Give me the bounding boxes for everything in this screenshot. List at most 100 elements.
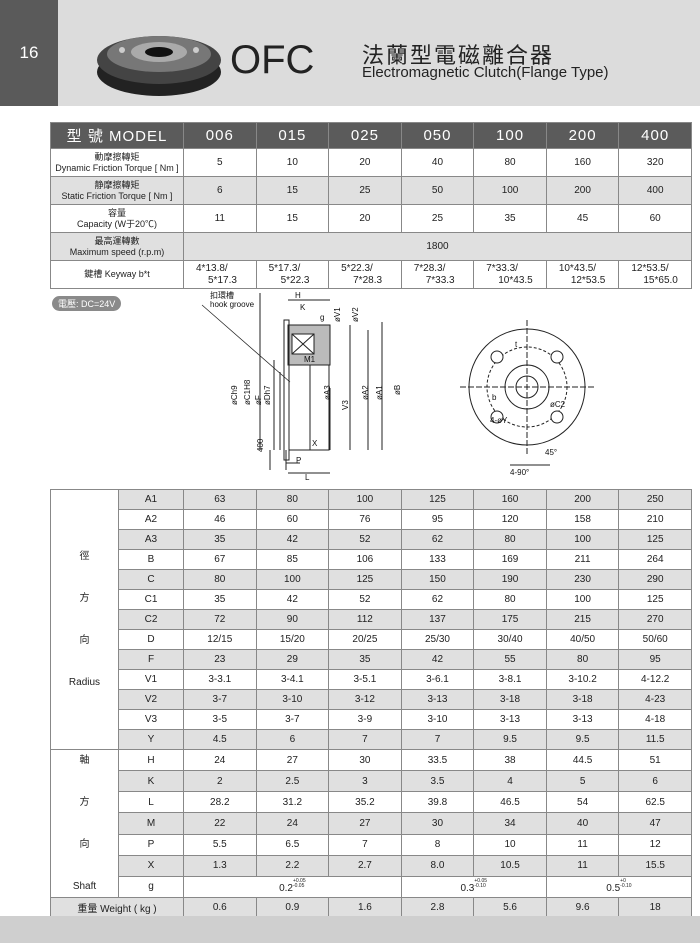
param-name: H xyxy=(118,748,184,772)
dim-value: 6.5 xyxy=(255,833,330,856)
dim-value: 11 xyxy=(545,833,620,856)
dimension-label: V3 xyxy=(341,400,350,410)
keyway-line: 7*28.3 xyxy=(353,274,383,286)
dim-value: 42 xyxy=(255,589,330,610)
tol-lower: -0.10 xyxy=(474,883,486,890)
dimension-label: 400 xyxy=(256,438,265,452)
dim-value: 80 xyxy=(473,589,547,610)
param-name: P xyxy=(118,833,184,856)
param-name: A2 xyxy=(118,509,184,530)
dim-value: 35.2 xyxy=(328,791,402,814)
dim-value: 2 xyxy=(183,770,257,793)
dim-value: 210 xyxy=(618,509,692,530)
dim-value: 12/15 xyxy=(183,629,257,650)
page-number: 16 xyxy=(0,0,58,106)
dim-value: 25/30 xyxy=(400,629,475,650)
keyway-value: 5*17.3/5*22.3 xyxy=(255,260,330,289)
dim-row: B 67 85 106 133 169 211 264 xyxy=(51,549,692,570)
dim-value: 250 xyxy=(618,489,692,510)
spec-row: 動摩擦轉矩 Dynamic Friction Torque [ Nm ] 5 10 20… xyxy=(50,148,692,177)
keyway-value: 4*13.8/5*17.3 xyxy=(183,260,257,289)
group-char: 向 xyxy=(79,635,90,646)
tol-lower: -0.10 xyxy=(620,883,632,890)
weight-value: 0.6 xyxy=(183,897,257,918)
dim-value: 133 xyxy=(400,549,475,570)
dim-value: 67 xyxy=(183,549,257,570)
dim-value: 211 xyxy=(545,549,620,570)
max-speed-value: 1800 xyxy=(183,232,692,261)
model-header: 100 xyxy=(473,122,547,149)
dim-value: 20/25 xyxy=(328,629,402,650)
dim-value: 158 xyxy=(545,509,620,530)
unit: (W于20℃) xyxy=(114,218,158,229)
dim-value: 51 xyxy=(618,748,692,772)
dim-row-g: g 0.2+0.05 -0.05 0.3+0.05 -0.10 0.5+0 -0.10 xyxy=(51,875,693,899)
dim-value: 3-13 xyxy=(473,709,547,730)
param-name: A3 xyxy=(118,529,184,550)
dim-value: 33.5 xyxy=(400,748,475,772)
dim-value: 3-18 xyxy=(473,689,547,710)
dim-value: 3-6.1 xyxy=(400,669,475,690)
weight-value: 5.6 xyxy=(473,897,547,918)
dim-value: 6 xyxy=(255,729,330,750)
radial-group-label: 徑方向 Radius xyxy=(50,489,119,750)
dim-value: 95 xyxy=(618,649,692,670)
label-en: Maximum speed xyxy=(69,246,136,257)
label-zh: 容量 xyxy=(107,207,126,218)
dimension-label: øC1H8 xyxy=(243,379,252,405)
dim-value: 290 xyxy=(618,569,692,590)
unit: [ Nm ] xyxy=(154,162,179,173)
dim-value: 63 xyxy=(183,489,257,510)
g-tolerance: 0.2+0.05 -0.05 xyxy=(183,875,402,899)
dim-value: 3-12 xyxy=(328,689,402,710)
keyway-line: 4*13.8/ xyxy=(196,262,228,274)
weight-label: 重量 Weight ( kg ) xyxy=(50,897,184,918)
dim-value: 72 xyxy=(183,609,257,630)
group-char: 向 xyxy=(79,839,90,850)
dim-value: 106 xyxy=(328,549,402,570)
dim-row: K 2 2.5 3 3.5 4 5 6 xyxy=(51,770,692,793)
dimension-label: H xyxy=(295,291,301,300)
keyway-line: 5*17.3/ xyxy=(268,262,301,274)
param-name: A1 xyxy=(118,489,184,510)
dim-value: 80 xyxy=(473,529,547,550)
dim-row: 軸方向 Shaft H 24 27 30 33.5 38 44.5 51 xyxy=(50,748,692,898)
dim-value: 264 xyxy=(618,549,692,570)
dim-value: 52 xyxy=(328,529,402,550)
dim-value: 11 xyxy=(545,854,620,877)
group-char: 方 xyxy=(79,797,90,808)
dim-row: D 12/15 15/20 20/25 25/30 30/40 40/50 50/60 xyxy=(51,629,692,650)
dim-value: 3-10.2 xyxy=(545,669,620,690)
spec-value: 11 xyxy=(183,204,257,233)
dim-value: 27 xyxy=(328,812,402,835)
dim-value: 5.5 xyxy=(183,833,257,856)
front-view-drawing: t b 4-øY øC2 45° 4-90° xyxy=(460,320,595,477)
dim-value: 100 xyxy=(328,489,402,510)
keyway-line: 5*22.3 xyxy=(280,274,310,286)
dim-value: 80 xyxy=(183,569,257,590)
weight-value: 9.6 xyxy=(545,897,620,918)
param-name: K xyxy=(118,770,184,793)
dim-value: 8.0 xyxy=(400,854,475,877)
dim-value: 8 xyxy=(400,833,475,856)
tol-upper: +0 xyxy=(620,878,626,885)
dimension-label: øA3 xyxy=(323,385,332,400)
dim-value: 215 xyxy=(545,609,620,630)
dim-row: V1 3-3.1 3-4.1 3-5.1 3-6.1 3-8.1 3-10.2 4-12.2 xyxy=(51,669,692,690)
dim-value: 35 xyxy=(183,529,257,550)
dim-row: M 22 24 27 30 34 40 47 xyxy=(51,812,692,835)
dimension-label: øCh9 xyxy=(230,385,239,405)
label-zh: 動摩擦轉矩 xyxy=(94,151,140,162)
dim-value: 62 xyxy=(400,529,475,550)
dim-value: 28.2 xyxy=(183,791,257,814)
group-char: 軸 xyxy=(79,755,90,766)
dim-value: 4.5 xyxy=(183,729,257,750)
g-tolerance: 0.5+0 -0.10 xyxy=(545,875,693,899)
param-name: L xyxy=(118,791,184,814)
dimension-label: P xyxy=(296,456,301,465)
dim-value: 40 xyxy=(545,812,620,835)
dim-value: 54 xyxy=(545,791,620,814)
dim-value: 3-13 xyxy=(400,689,475,710)
dim-value: 34 xyxy=(473,812,547,835)
model-header: 200 xyxy=(545,122,620,149)
